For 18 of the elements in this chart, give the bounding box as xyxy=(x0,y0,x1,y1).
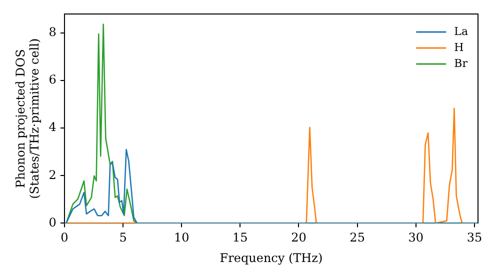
x-tick-label: 10 xyxy=(174,230,190,245)
x-tick-label: 30 xyxy=(408,230,424,245)
legend-label: La xyxy=(454,24,468,38)
y-tick-label: 8 xyxy=(48,25,56,40)
y-tick-label: 2 xyxy=(48,168,56,182)
x-tick-label: 5 xyxy=(119,230,127,245)
x-tick-label: 35 xyxy=(466,230,482,245)
legend-label: Br xyxy=(454,56,468,70)
x-tick-label: 25 xyxy=(350,230,365,245)
x-tick-label: 15 xyxy=(232,230,248,245)
x-tick-label: 20 xyxy=(291,230,306,245)
x-axis-title: Frequency (THz) xyxy=(220,250,323,265)
y-tick-label: 6 xyxy=(48,72,56,87)
x-tick-label: 0 xyxy=(60,230,68,245)
y-tick-label: 0 xyxy=(48,215,56,230)
legend-label: H xyxy=(454,40,464,54)
y-tick-label: 4 xyxy=(48,120,57,134)
y-axis-title: Phonon projected DOS (States/THz·primitive cell) xyxy=(13,38,42,199)
